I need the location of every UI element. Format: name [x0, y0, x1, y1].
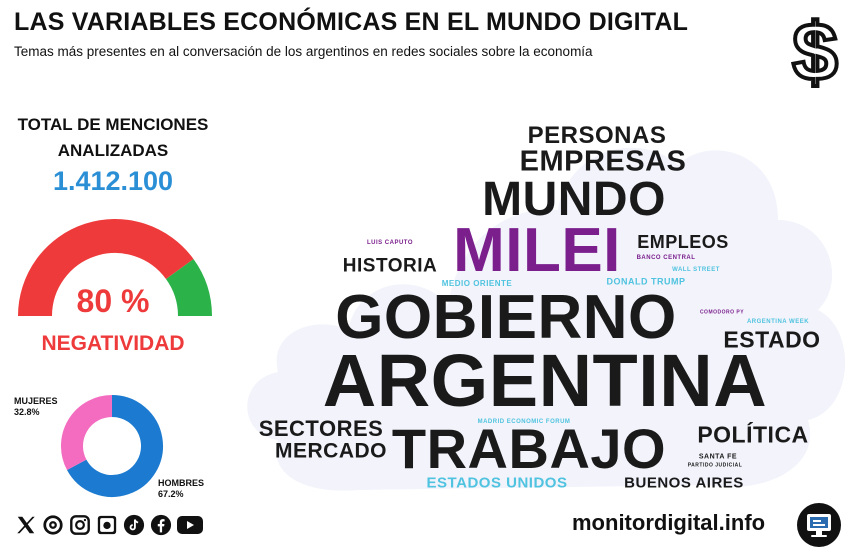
word-medio-oriente: MEDIO ORIENTE: [441, 279, 513, 288]
social-icons-bar: [14, 512, 204, 538]
word-banco-central: BANCO CENTRAL: [636, 255, 696, 261]
word-argentina-week: ARGENTINA WEEK: [746, 319, 810, 325]
threads-icon[interactable]: [41, 513, 65, 537]
word-luis-caputo: LUIS CAPUTO: [366, 240, 414, 246]
word-sectores: SECTORES: [258, 416, 384, 441]
instagram-icon[interactable]: [68, 513, 92, 537]
men-percent: 67.2%: [158, 489, 184, 499]
gender-donut-chart: [61, 395, 163, 497]
negativity-label: NEGATIVIDAD: [41, 332, 185, 355]
men-label: HOMBRES: [158, 478, 205, 488]
total-mentions-value: 1.412.100: [52, 166, 174, 196]
word-cloud-background: [247, 147, 846, 491]
gauge-negative-arc: [18, 219, 194, 317]
svg-text:$: $: [792, 10, 838, 90]
word-empleos: EMPLEOS: [637, 232, 729, 252]
word-trabajo: TRABAJO: [391, 417, 667, 480]
word-argentina: ARGENTINA: [322, 339, 768, 422]
gauge-positive-arc: [165, 258, 212, 317]
word-mundo: MUNDO: [482, 173, 666, 226]
word-historia: HISTORIA: [342, 255, 438, 277]
negativity-gauge: [18, 219, 212, 317]
word-gobierno: GOBIERNO: [335, 283, 677, 352]
word-politica: POLÍTICA: [697, 421, 809, 448]
word-buenos-aires: BUENOS AIRES: [624, 474, 744, 492]
women-percent: 32.8%: [14, 407, 40, 417]
word-estados-unidos: ESTADOS UNIDOS: [426, 474, 568, 492]
word-milei: MILEI: [453, 216, 621, 285]
word-wall-street: WALL STREET: [672, 267, 720, 273]
word-personas: PERSONAS: [527, 122, 667, 149]
youtube-icon[interactable]: [176, 513, 204, 537]
page-subtitle: Temas más presentes en al conversación d…: [14, 44, 593, 59]
tiktok-icon[interactable]: [122, 513, 146, 537]
word-santa-fe: SANTA FE: [698, 453, 738, 461]
women-legend: MUJERES 32.8%: [14, 396, 58, 418]
word-madrid-economic-forum: MADRID ECONOMIC FORUM: [477, 419, 571, 425]
women-label: MUJERES: [14, 396, 58, 406]
word-empresas: EMPRESAS: [519, 145, 687, 178]
dollar-sign-icon: $: [790, 10, 840, 90]
men-legend: HOMBRES 67.2%: [158, 478, 204, 500]
negativity-percent: 80 %: [76, 283, 150, 319]
page-title: LAS VARIABLES ECONÓMICAS EN EL MUNDO DIG…: [14, 8, 689, 36]
word-estado: ESTADO: [723, 326, 821, 353]
facebook-icon[interactable]: [149, 513, 173, 537]
word-partido-judicial: PARTIDO JUDICIAL: [687, 462, 743, 469]
total-mentions-label: TOTAL DE MENCIONES ANALIZADAS: [17, 115, 209, 160]
donut-women-segment: [61, 395, 113, 470]
camera-icon[interactable]: [95, 513, 119, 537]
word-mercado: MERCADO: [275, 439, 387, 463]
word-comodoro-py: COMODORO PY: [699, 309, 745, 316]
monitor-icon: [797, 503, 841, 547]
donut-men-segment: [67, 395, 163, 497]
site-url[interactable]: monitordigital.info: [572, 510, 766, 535]
word-donald-trump: DONALD TRUMP: [606, 276, 686, 287]
x-icon[interactable]: [14, 513, 38, 537]
